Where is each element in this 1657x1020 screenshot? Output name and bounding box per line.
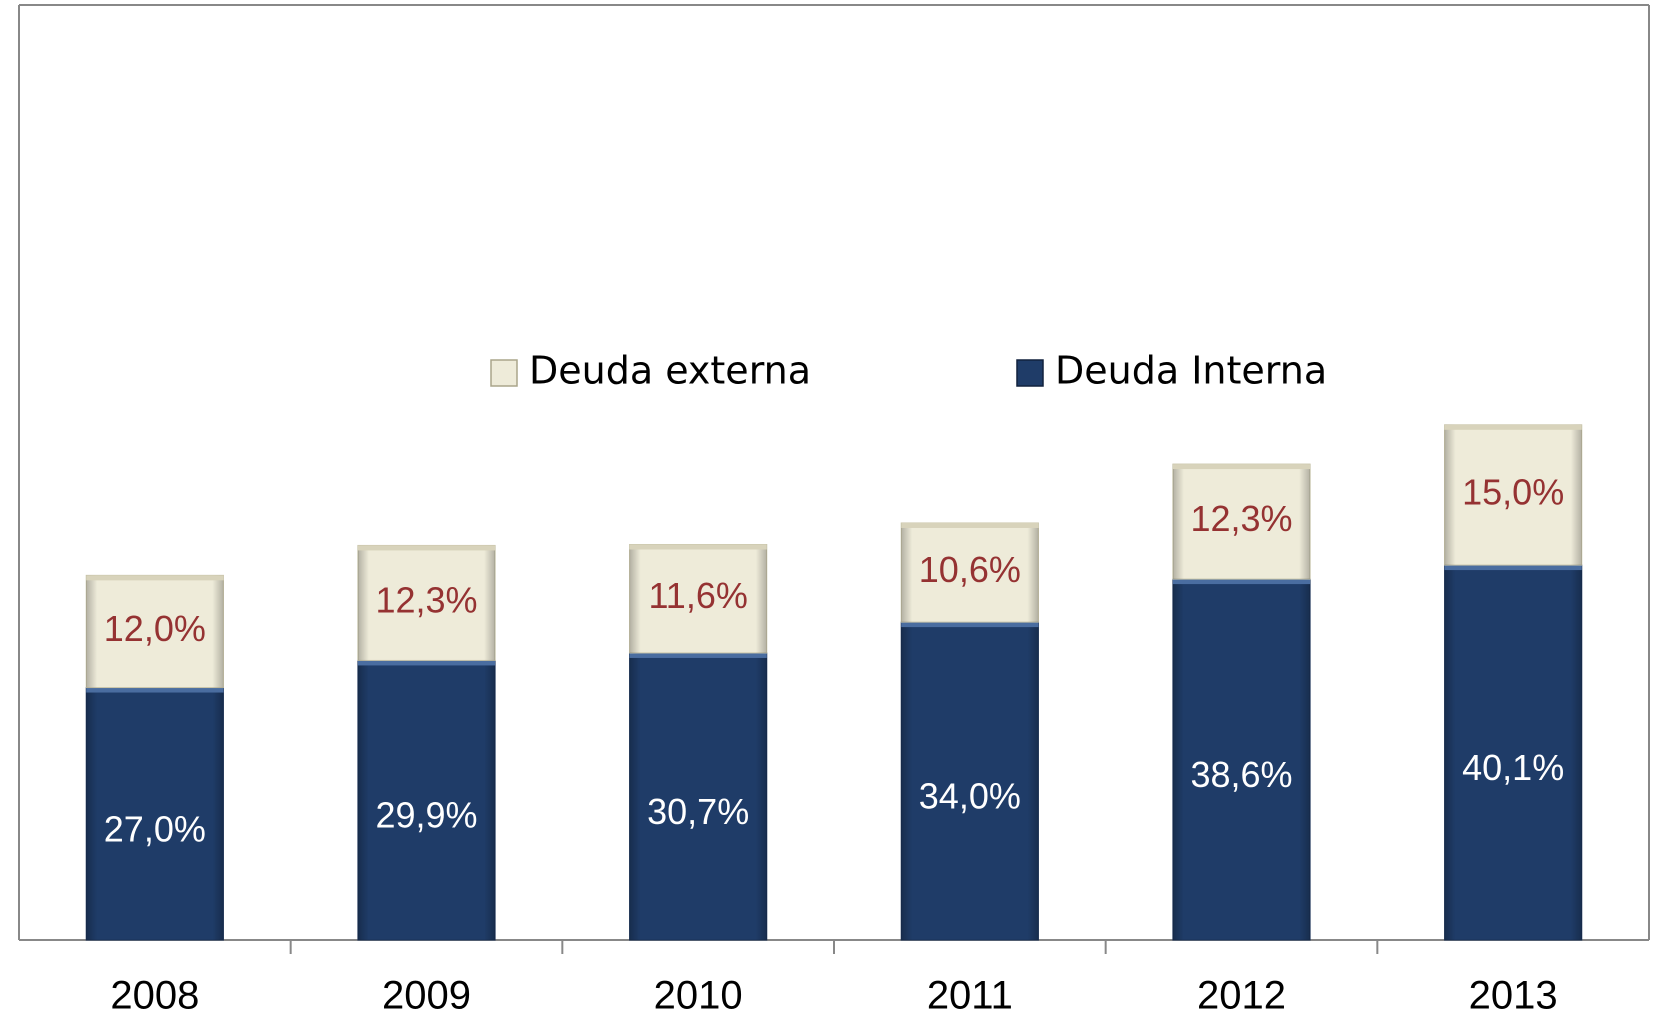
legend-label: Deuda Interna [1055, 349, 1327, 393]
x-tick-label: 2009 [382, 974, 471, 1018]
bar-shade [357, 660, 496, 940]
bar-top-edge [901, 622, 1039, 628]
bar-top-edge [86, 575, 224, 581]
bar-top-edge [357, 545, 496, 551]
bar-shade [629, 544, 767, 653]
bar-shade [1444, 565, 1582, 940]
data-label: 15,0% [1462, 471, 1564, 512]
legend-label: Deuda externa [529, 349, 811, 393]
bar-top-edge [629, 544, 767, 550]
x-tick-label: 2012 [1197, 974, 1286, 1018]
x-tick-label: 2010 [654, 974, 743, 1018]
bar-top-edge [1444, 424, 1582, 430]
bar-top-edge [1172, 579, 1311, 585]
data-label: 12,0% [104, 608, 206, 649]
data-label: 10,6% [919, 549, 1021, 590]
data-label: 40,1% [1462, 747, 1564, 788]
x-tick-label: 2013 [1469, 974, 1558, 1018]
bar-shade [86, 575, 224, 688]
data-label: 12,3% [375, 579, 477, 620]
bar-shade [86, 687, 224, 940]
bar-top-edge [357, 660, 496, 666]
bar-shade [1172, 579, 1311, 940]
data-label: 34,0% [919, 776, 1021, 817]
bar-top-edge [86, 687, 224, 693]
bar-shade [1172, 464, 1311, 580]
bar-shade [1444, 424, 1582, 566]
data-label: 12,3% [1190, 498, 1292, 539]
bar-shade [629, 652, 767, 940]
x-tick-label: 2011 [927, 974, 1013, 1018]
bar-top-edge [1172, 464, 1311, 470]
data-label: 38,6% [1190, 754, 1292, 795]
legend-swatch [490, 359, 518, 387]
bar-top-edge [901, 522, 1039, 528]
x-tick-label: 2008 [110, 974, 199, 1018]
bar-shade [901, 522, 1039, 623]
legend-swatch [1016, 359, 1044, 387]
data-label: 30,7% [647, 791, 749, 832]
bar-top-edge [1444, 565, 1582, 571]
bar-top-edge [629, 652, 767, 658]
bar-shade [357, 545, 496, 661]
data-label: 29,9% [375, 795, 477, 836]
data-label: 11,6% [648, 575, 747, 616]
data-label: 27,0% [104, 808, 206, 849]
bar-shade [901, 622, 1039, 940]
